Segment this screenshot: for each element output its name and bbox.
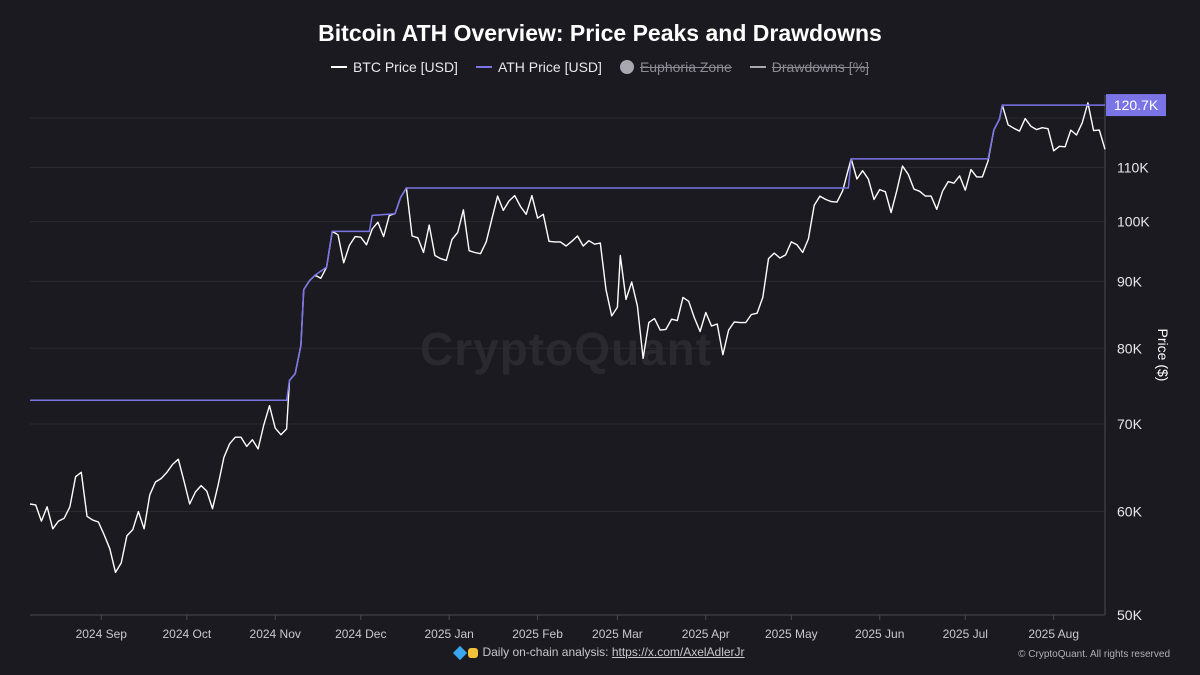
legend-item-ath-price[interactable]: ATH Price [USD] [475,59,602,75]
x-tick-label: 2024 Dec [335,627,386,641]
y-tick-label: 70K [1117,416,1143,432]
x-tick-label: 2025 May [765,627,818,641]
y-axis-title: Price ($) [1155,329,1171,382]
y-tick-label: 50K [1117,607,1143,623]
copyright-text: © CryptoQuant. All rights reserved [1018,649,1170,660]
x-tick-label: 2024 Sep [76,627,128,641]
legend-label-euphoria: Euphoria Zone [639,59,732,75]
ath-price-line [30,104,1105,401]
y-tick-label: 90K [1117,273,1143,289]
x-tick-label: 2025 Jul [943,627,988,641]
x-tick-label: 2025 Feb [512,627,563,641]
footer-text: Daily on-chain analysis: [482,645,609,659]
chart-legend: BTC Price [USD] ATH Price [USD] Euphoria… [0,59,1200,75]
y-tick-label: 60K [1117,504,1143,520]
x-tick-label: 2025 Jun [855,627,904,641]
legend-item-euphoria-zone[interactable]: Euphoria Zone [619,59,732,75]
x-tick-label: 2025 Mar [592,627,643,641]
footer: Daily on-chain analysis: https://x.com/A… [0,645,1200,660]
x-tick-label: 2024 Nov [250,627,301,641]
btc-price-line [29,102,1106,574]
x-tick-label: 2024 Oct [162,627,211,641]
footer-link[interactable]: https://x.com/AxelAdlerJr [611,645,745,659]
raised-hands-icon [468,647,479,658]
legend-swatch-ath [475,66,492,68]
x-tick-label: 2025 Jan [424,627,473,641]
y-tick-label: 110K [1117,160,1149,176]
y-tick-label: 100K [1117,214,1150,230]
legend-swatch-euphoria [619,60,634,74]
legend-swatch-btc [330,66,347,68]
legend-item-btc-price[interactable]: BTC Price [USD] [330,59,458,75]
last-value-badge [1106,94,1166,117]
legend-item-drawdowns[interactable]: Drawdowns [%] [749,59,870,75]
gem-icon [453,645,468,660]
y-tick-label: 80K [1117,340,1143,356]
x-tick-label: 2025 Apr [682,627,730,641]
chart-title: Bitcoin ATH Overview: Price Peaks and Dr… [318,20,882,46]
last-value-label: 120.7K [1114,97,1159,113]
legend-label-ath: ATH Price [USD] [497,59,602,75]
legend-label-drawdowns: Drawdowns [%] [771,59,870,75]
watermark-logo: CryptoQuant [420,323,713,375]
legend-label-btc: BTC Price [USD] [352,59,458,75]
legend-swatch-drawdowns [749,66,766,68]
x-tick-label: 2025 Aug [1028,627,1079,641]
